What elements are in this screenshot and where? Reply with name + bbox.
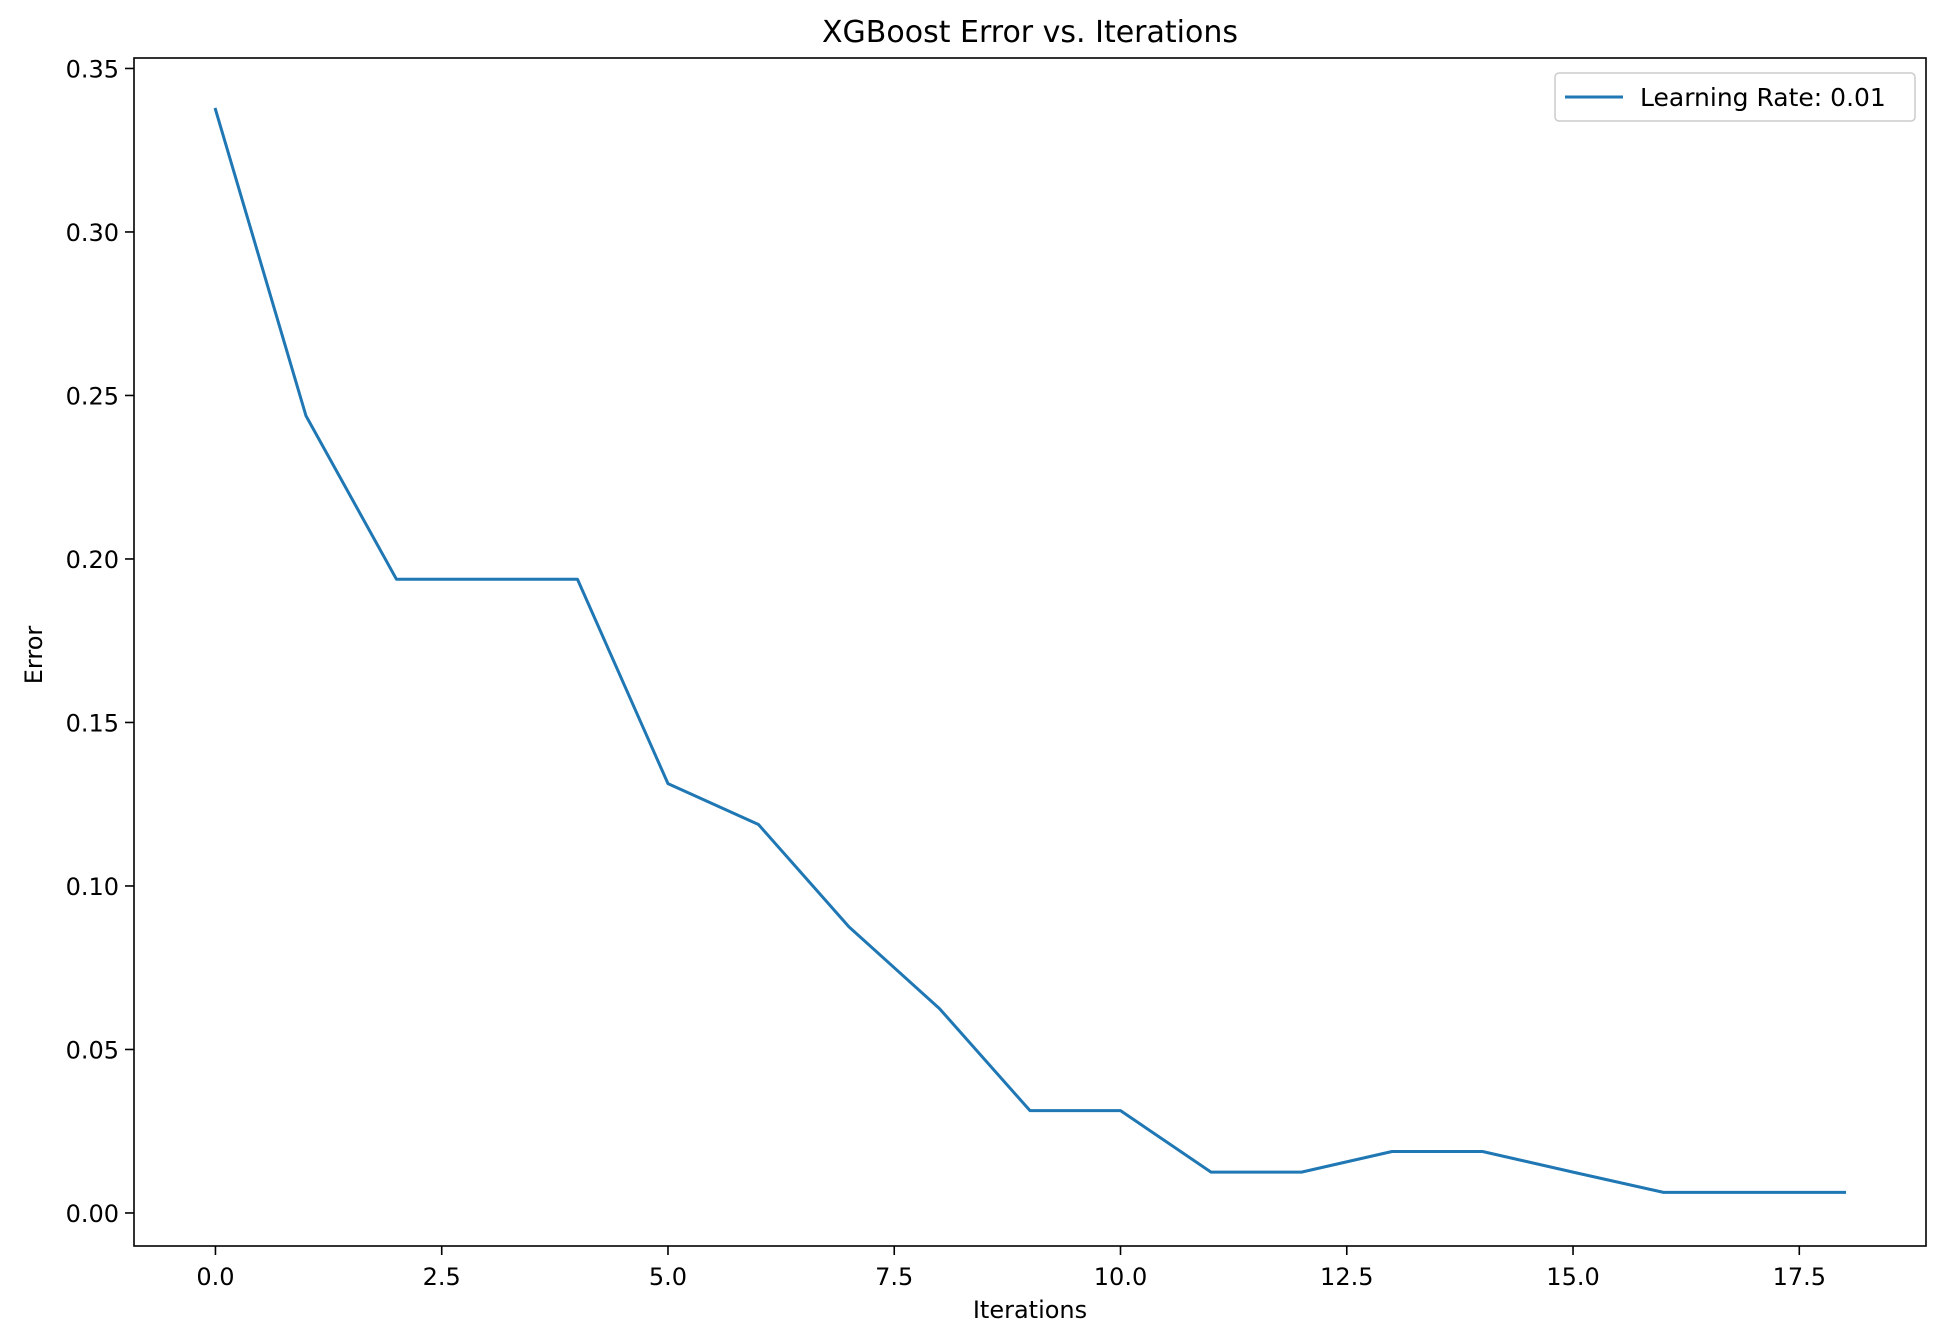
- y-tick-label: 0.05: [66, 1036, 119, 1064]
- x-axis-label: Iterations: [973, 1296, 1087, 1324]
- x-tick-label: 15.0: [1546, 1263, 1599, 1291]
- x-tick-label: 12.5: [1320, 1263, 1373, 1291]
- y-tick-label: 0.20: [66, 546, 119, 574]
- plot-area: 0.0 2.5 5.0 7.5 10.0 12.5 15.0 17.5 0.00 0.05 0.10…: [66, 55, 1927, 1291]
- x-tick-label: 2.5: [423, 1263, 461, 1291]
- y-tick-label: 0.35: [66, 55, 119, 83]
- y-tick-label: 0.30: [66, 219, 119, 247]
- x-tick-label: 5.0: [649, 1263, 687, 1291]
- y-tick-label: 0.00: [66, 1200, 119, 1228]
- x-tick-label: 17.5: [1773, 1263, 1826, 1291]
- y-tick-label: 0.25: [66, 382, 119, 410]
- x-tick-label: 7.5: [875, 1263, 913, 1291]
- x-tick-label: 0.0: [196, 1263, 234, 1291]
- y-axis-label: Error: [20, 626, 48, 685]
- axes-frame: [133, 57, 1927, 1247]
- legend-entry-label: Learning Rate: 0.01: [1640, 83, 1886, 112]
- chart-title: XGBoost Error vs. Iterations: [822, 15, 1238, 50]
- legend: Learning Rate: 0.01: [1554, 72, 1916, 122]
- legend-box: [1554, 72, 1916, 122]
- series-line-0: [213, 107, 1847, 1194]
- y-tick-label: 0.10: [66, 873, 119, 901]
- y-tick-label: 0.15: [66, 709, 119, 737]
- x-tick-label: 10.0: [1094, 1263, 1147, 1291]
- plot-background: [134, 58, 1926, 1246]
